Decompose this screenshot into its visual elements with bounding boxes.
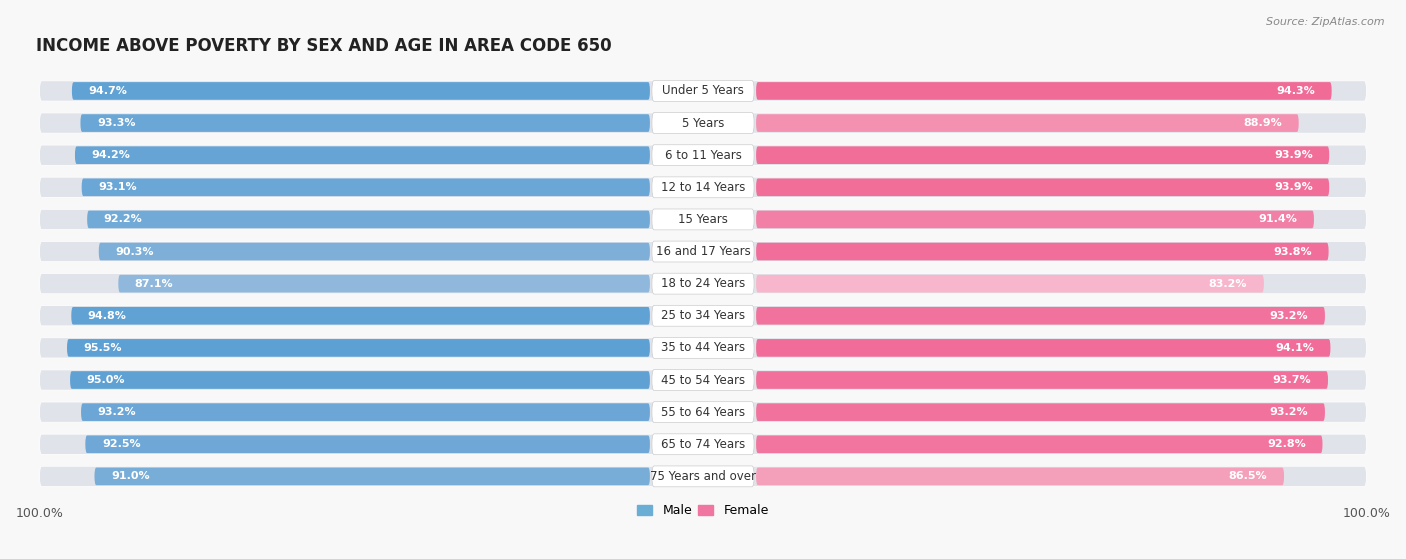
Text: 16 and 17 Years: 16 and 17 Years [655,245,751,258]
FancyBboxPatch shape [652,305,754,326]
FancyBboxPatch shape [70,371,650,389]
FancyBboxPatch shape [86,435,650,453]
Text: 15 Years: 15 Years [678,213,728,226]
FancyBboxPatch shape [756,371,1329,389]
FancyBboxPatch shape [756,467,1284,485]
Text: 95.0%: 95.0% [87,375,125,385]
Text: 6 to 11 Years: 6 to 11 Years [665,149,741,162]
Text: 93.2%: 93.2% [1270,311,1309,321]
FancyBboxPatch shape [652,369,754,390]
Text: 94.2%: 94.2% [91,150,131,160]
Text: 65 to 74 Years: 65 to 74 Years [661,438,745,451]
FancyBboxPatch shape [756,82,1331,100]
FancyBboxPatch shape [82,403,650,421]
FancyBboxPatch shape [756,307,1324,325]
FancyBboxPatch shape [67,339,650,357]
Text: 91.4%: 91.4% [1258,215,1298,224]
FancyBboxPatch shape [39,273,1367,294]
Text: 93.9%: 93.9% [1274,182,1313,192]
FancyBboxPatch shape [39,177,1367,197]
Text: 87.1%: 87.1% [135,278,173,288]
Text: 92.2%: 92.2% [104,215,142,224]
FancyBboxPatch shape [80,114,650,132]
Text: 94.7%: 94.7% [89,86,128,96]
FancyBboxPatch shape [39,306,1367,326]
FancyBboxPatch shape [39,81,1367,101]
FancyBboxPatch shape [87,211,650,228]
FancyBboxPatch shape [75,146,650,164]
FancyBboxPatch shape [39,113,1367,133]
FancyBboxPatch shape [39,209,1367,230]
FancyBboxPatch shape [756,275,1264,292]
Text: Under 5 Years: Under 5 Years [662,84,744,97]
FancyBboxPatch shape [98,243,650,260]
Text: 45 to 54 Years: 45 to 54 Years [661,373,745,386]
FancyBboxPatch shape [652,112,754,134]
FancyBboxPatch shape [756,403,1324,421]
Text: 93.3%: 93.3% [97,118,135,128]
Text: 75 Years and over: 75 Years and over [650,470,756,483]
Text: 92.5%: 92.5% [101,439,141,449]
Text: 93.8%: 93.8% [1274,247,1312,257]
FancyBboxPatch shape [756,146,1329,164]
Text: 83.2%: 83.2% [1209,278,1247,288]
FancyBboxPatch shape [118,275,650,292]
FancyBboxPatch shape [39,338,1367,358]
FancyBboxPatch shape [652,338,754,358]
FancyBboxPatch shape [39,466,1367,486]
Text: 94.1%: 94.1% [1275,343,1313,353]
Text: 93.9%: 93.9% [1274,150,1313,160]
FancyBboxPatch shape [39,402,1367,422]
FancyBboxPatch shape [756,435,1323,453]
FancyBboxPatch shape [72,307,650,325]
Text: 90.3%: 90.3% [115,247,153,257]
Text: 93.1%: 93.1% [98,182,136,192]
FancyBboxPatch shape [652,209,754,230]
Text: 93.2%: 93.2% [97,407,136,417]
Text: 55 to 64 Years: 55 to 64 Years [661,406,745,419]
FancyBboxPatch shape [652,145,754,165]
Text: 91.0%: 91.0% [111,471,149,481]
FancyBboxPatch shape [756,178,1329,196]
Text: 86.5%: 86.5% [1229,471,1267,481]
FancyBboxPatch shape [82,178,650,196]
FancyBboxPatch shape [72,82,650,100]
Text: 94.3%: 94.3% [1277,86,1315,96]
Text: 5 Years: 5 Years [682,117,724,130]
Text: 35 to 44 Years: 35 to 44 Years [661,342,745,354]
FancyBboxPatch shape [652,402,754,423]
FancyBboxPatch shape [39,241,1367,262]
Text: 94.8%: 94.8% [87,311,127,321]
FancyBboxPatch shape [652,466,754,487]
FancyBboxPatch shape [756,211,1315,228]
FancyBboxPatch shape [756,114,1299,132]
FancyBboxPatch shape [652,80,754,101]
Legend: Male, Female: Male, Female [633,499,773,522]
FancyBboxPatch shape [39,434,1367,454]
Text: 18 to 24 Years: 18 to 24 Years [661,277,745,290]
Text: 12 to 14 Years: 12 to 14 Years [661,181,745,194]
FancyBboxPatch shape [756,339,1330,357]
Text: 93.7%: 93.7% [1272,375,1312,385]
Text: 25 to 34 Years: 25 to 34 Years [661,309,745,323]
Text: 95.5%: 95.5% [83,343,122,353]
FancyBboxPatch shape [652,177,754,198]
FancyBboxPatch shape [652,434,754,454]
FancyBboxPatch shape [652,241,754,262]
Text: 92.8%: 92.8% [1267,439,1306,449]
FancyBboxPatch shape [652,273,754,294]
Text: 88.9%: 88.9% [1243,118,1282,128]
Text: INCOME ABOVE POVERTY BY SEX AND AGE IN AREA CODE 650: INCOME ABOVE POVERTY BY SEX AND AGE IN A… [37,37,612,55]
FancyBboxPatch shape [39,370,1367,390]
FancyBboxPatch shape [39,145,1367,165]
Text: 93.2%: 93.2% [1270,407,1309,417]
FancyBboxPatch shape [756,243,1329,260]
Text: Source: ZipAtlas.com: Source: ZipAtlas.com [1267,17,1385,27]
FancyBboxPatch shape [94,467,650,485]
